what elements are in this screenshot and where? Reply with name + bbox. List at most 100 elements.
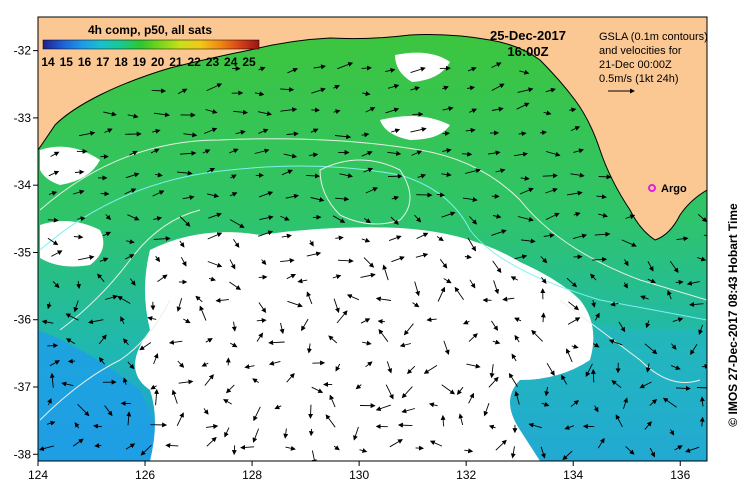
velocity-arrow <box>126 411 132 426</box>
velocity-arrow <box>491 62 502 68</box>
velocity-arrow <box>306 291 313 305</box>
velocity-arrow <box>543 110 552 116</box>
argo-marker-icon[interactable] <box>648 184 656 192</box>
plot-frame <box>37 16 708 462</box>
velocity-arrow <box>52 280 60 289</box>
colorbar-gradient <box>42 39 260 50</box>
velocity-arrow <box>410 86 420 91</box>
velocity-arrow <box>329 394 336 408</box>
velocity-arrow <box>233 239 240 248</box>
velocity-arrow <box>177 88 188 95</box>
velocity-arrow <box>229 148 239 154</box>
velocity-arrow <box>65 338 76 345</box>
velocity-arrow <box>644 421 652 430</box>
velocity-arrow <box>206 83 223 92</box>
velocity-arrow <box>436 236 444 242</box>
velocity-arrow <box>436 192 445 198</box>
velocity-arrow <box>598 174 612 180</box>
velocity-arrow <box>183 318 191 324</box>
velocity-arrow <box>566 190 583 196</box>
velocity-arrow <box>520 238 536 244</box>
velocity-arrow <box>468 392 474 404</box>
velocity-arrow <box>235 130 246 135</box>
velocity-arrow <box>669 429 675 436</box>
velocity-arrow <box>335 363 341 372</box>
argo-float[interactable]: Argo <box>648 183 687 195</box>
velocity-arrow <box>698 324 704 335</box>
velocity-arrow <box>206 167 216 173</box>
velocity-arrow <box>177 170 193 176</box>
velocity-arrow <box>461 151 473 157</box>
velocity-arrow <box>258 302 267 314</box>
velocity-arrow <box>99 257 109 263</box>
colorbar-tick-label: 15 <box>60 55 74 69</box>
velocity-arrow <box>204 127 218 134</box>
velocity-arrow <box>590 368 596 383</box>
velocity-arrow <box>353 426 359 441</box>
velocity-arrow <box>426 317 437 323</box>
velocity-arrow <box>385 384 394 400</box>
velocity-arrow <box>328 335 338 344</box>
velocity-arrow <box>647 278 657 284</box>
velocity-arrow <box>621 239 637 247</box>
velocity-arrow <box>417 173 427 179</box>
velocity-arrow <box>268 340 285 346</box>
velocity-arrow <box>283 153 298 159</box>
velocity-arrow <box>669 260 679 274</box>
velocity-arrow <box>570 126 581 132</box>
velocity-arrow <box>696 256 707 262</box>
velocity-arrow <box>429 440 443 447</box>
velocity-arrow <box>229 342 238 348</box>
velocity-arrow <box>165 443 179 448</box>
velocity-arrow <box>244 364 255 370</box>
velocity-arrow <box>543 233 555 239</box>
velocity-arrow <box>492 213 502 219</box>
velocity-arrow <box>647 261 654 272</box>
colorbar-tick-label: 23 <box>206 55 220 69</box>
velocity-arrow <box>596 194 607 200</box>
velocity-arrow <box>176 412 184 426</box>
velocity-arrow <box>390 128 401 134</box>
y-tick-label: -33 <box>14 111 32 125</box>
velocity-arrow <box>47 343 59 349</box>
velocity-arrow <box>516 102 530 110</box>
velocity-arrow <box>179 216 191 227</box>
velocity-arrow <box>406 365 416 375</box>
velocity-arrow <box>375 404 391 411</box>
velocity-arrow <box>73 300 79 313</box>
velocity-arrow <box>518 131 527 137</box>
velocity-arrow <box>120 316 125 325</box>
velocity-arrow <box>223 399 232 405</box>
velocity-arrow <box>280 87 295 93</box>
velocity-arrow <box>443 340 450 355</box>
velocity-arrow <box>442 131 450 136</box>
velocity-arrow <box>61 381 74 387</box>
gsla-contour <box>39 299 171 421</box>
velocity-arrow <box>168 339 183 345</box>
velocity-arrow <box>495 439 507 451</box>
velocity-arrow <box>644 343 658 355</box>
velocity-arrow <box>565 348 573 363</box>
y-tick-label: -34 <box>14 178 32 192</box>
cloud-cover-north <box>380 116 450 140</box>
velocity-arrow <box>423 365 438 374</box>
credit-text: © IMOS 27-Dec-2017 08:43 Hobart Time <box>726 203 740 427</box>
velocity-arrow <box>567 317 581 325</box>
velocity-arrow <box>150 148 160 154</box>
velocity-arrow <box>531 329 543 342</box>
velocity-arrow <box>176 297 183 312</box>
velocity-arrow <box>414 214 422 223</box>
velocity-arrow <box>703 234 707 237</box>
velocity-arrow <box>104 294 118 300</box>
velocity-arrow <box>225 384 235 394</box>
velocity-arrow <box>76 280 82 289</box>
legend-line-3: 21-Dec 00:00Z <box>599 59 672 71</box>
velocity-arrow <box>361 237 371 243</box>
velocity-arrow <box>468 333 478 342</box>
velocity-arrow <box>561 374 568 385</box>
velocity-arrow <box>333 298 340 314</box>
velocity-arrow <box>519 187 534 195</box>
legend-line-1: GSLA (0.1m contours) <box>599 31 708 43</box>
velocity-arrow <box>510 276 519 281</box>
velocity-arrow <box>287 67 299 74</box>
